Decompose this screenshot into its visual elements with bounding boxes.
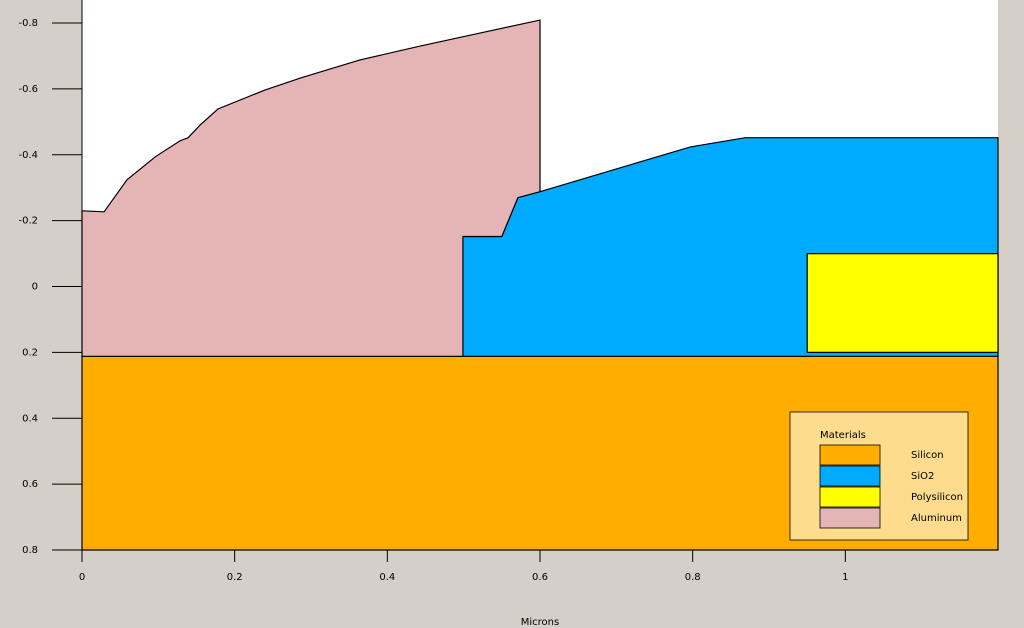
legend-label: Aluminum [911, 513, 962, 524]
y-tick-label: 0.6 [22, 479, 38, 490]
x-tick-label: 1 [842, 572, 848, 583]
y-tick-label: 0.4 [22, 413, 38, 424]
x-tick-label: 0.2 [227, 572, 243, 583]
y-tick-label: -0.4 [18, 150, 38, 161]
legend-label: Silicon [911, 450, 944, 461]
x-axis-label: Microns [521, 617, 559, 628]
y-tick-label: 0.2 [22, 347, 38, 358]
y-tick-label: 0 [32, 282, 38, 293]
x-tick-label: 0.6 [532, 572, 548, 583]
legend-swatch [819, 507, 881, 529]
legend-label: Polysilicon [911, 492, 963, 503]
y-tick-label: -0.8 [18, 18, 38, 29]
x-tick-label: 0.8 [685, 572, 701, 583]
legend-swatch [819, 465, 881, 487]
material-region [81, 19, 541, 357]
legend-title: Materials [820, 430, 866, 441]
y-tick-label: 0.8 [22, 545, 38, 556]
legend-swatch [819, 486, 881, 508]
material-region [806, 253, 999, 353]
y-tick-label: -0.2 [18, 216, 38, 227]
y-tick-label: -0.6 [18, 84, 38, 95]
legend-swatch [819, 444, 881, 466]
x-tick-label: 0 [79, 572, 85, 583]
x-tick-label: 0.4 [379, 572, 395, 583]
legend-label: SiO2 [911, 471, 934, 482]
